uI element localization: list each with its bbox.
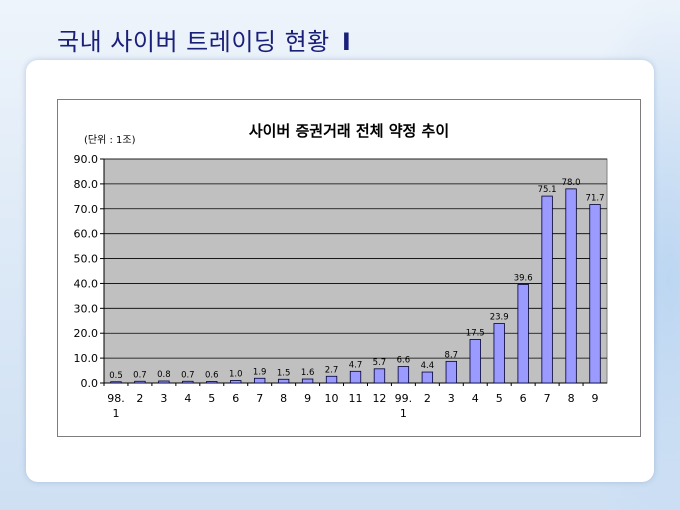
content-panel: 사이버 증권거래 전체 약정 추이 (단위 : 1조) 0.0 10.0 20.0 30.… bbox=[26, 60, 654, 482]
bar bbox=[349, 370, 362, 384]
bar bbox=[541, 195, 553, 384]
bar bbox=[397, 366, 410, 384]
data-label: 1.5 bbox=[277, 368, 291, 378]
data-label: 4.7 bbox=[349, 360, 363, 370]
y-tick-label: 30.0 bbox=[74, 302, 99, 315]
bar bbox=[254, 377, 266, 384]
bar bbox=[230, 380, 242, 384]
data-label: 6.6 bbox=[397, 356, 411, 366]
chart-title: 사이버 증권거래 전체 약정 추이 bbox=[249, 122, 449, 140]
x-tick-label: 6 bbox=[520, 392, 527, 405]
bar-chart: 사이버 증권거래 전체 약정 추이(단위 : 1조)0.010.020.030.… bbox=[74, 122, 608, 420]
data-label: 1.6 bbox=[301, 368, 315, 378]
data-label: 0.8 bbox=[157, 370, 171, 380]
data-label: 23.9 bbox=[490, 313, 509, 323]
chart-area: 사이버 증권거래 전체 약정 추이 (단위 : 1조) 0.0 10.0 20.0 30.… bbox=[57, 99, 641, 437]
y-tick-label: 0.0 bbox=[81, 377, 99, 390]
x-tick-label: 9 bbox=[592, 392, 599, 405]
bar bbox=[206, 381, 218, 384]
x-tick-label: 3 bbox=[448, 392, 455, 405]
bar bbox=[469, 339, 481, 384]
unit-label: (단위 : 1조) bbox=[84, 133, 136, 146]
data-label: 1.0 bbox=[229, 370, 243, 380]
bar bbox=[493, 323, 505, 384]
data-label: 2.7 bbox=[325, 365, 339, 375]
y-tick-label: 80.0 bbox=[74, 178, 99, 191]
bar bbox=[589, 204, 601, 384]
bar bbox=[373, 368, 386, 384]
bar bbox=[325, 375, 338, 384]
x-tick-label: 9 bbox=[304, 392, 311, 405]
slide-title: 국내 사이버 트레이딩 현황 I bbox=[57, 22, 351, 57]
slide-title-text: 국내 사이버 트레이딩 현황 bbox=[57, 28, 330, 56]
bar bbox=[445, 360, 457, 384]
data-label: 5.7 bbox=[373, 358, 387, 368]
x-tick-label: 11 bbox=[349, 392, 363, 405]
data-label: 0.6 bbox=[205, 371, 219, 381]
x-tick-label: 8 bbox=[280, 392, 287, 405]
x-tick-label: 12 bbox=[372, 392, 386, 405]
bar bbox=[134, 380, 146, 384]
data-label: 0.7 bbox=[181, 370, 195, 380]
y-tick-label: 50.0 bbox=[74, 253, 99, 266]
bar bbox=[301, 378, 314, 384]
data-label: 0.7 bbox=[133, 370, 147, 380]
y-tick-label: 90.0 bbox=[74, 153, 99, 166]
data-label: 17.5 bbox=[466, 328, 485, 338]
x-tick-label: 10 bbox=[325, 392, 339, 405]
x-tick-label: 5 bbox=[208, 392, 215, 405]
x-tick-label: 4 bbox=[184, 392, 191, 405]
data-label: 75.1 bbox=[538, 185, 557, 195]
y-tick-label: 20.0 bbox=[74, 327, 99, 340]
x-tick-label: 5 bbox=[496, 392, 503, 405]
x-tick-label: 7 bbox=[256, 392, 263, 405]
data-label: 8.7 bbox=[445, 350, 459, 360]
x-tick-label: 3 bbox=[160, 392, 167, 405]
slide-title-suffix: I bbox=[341, 28, 352, 56]
x-tick-label: 98. bbox=[107, 392, 125, 405]
x-tick-label: 1 bbox=[400, 407, 407, 420]
bar bbox=[158, 380, 170, 384]
y-tick-label: 10.0 bbox=[74, 352, 99, 365]
x-tick-label: 8 bbox=[568, 392, 575, 405]
bar bbox=[565, 188, 577, 384]
x-tick-label: 2 bbox=[424, 392, 431, 405]
data-label: 39.6 bbox=[514, 273, 533, 283]
x-tick-label: 2 bbox=[136, 392, 143, 405]
data-label: 0.5 bbox=[109, 371, 123, 381]
y-tick-label: 60.0 bbox=[74, 228, 99, 241]
plot-background bbox=[103, 158, 608, 384]
data-label: 1.9 bbox=[253, 367, 267, 377]
bar bbox=[182, 380, 194, 384]
data-label: 4.4 bbox=[421, 361, 435, 371]
bar bbox=[421, 371, 434, 384]
x-tick-label: 7 bbox=[544, 392, 551, 405]
data-label: 71.7 bbox=[586, 194, 605, 204]
x-tick-label: 99. bbox=[395, 392, 413, 405]
x-tick-label: 6 bbox=[232, 392, 239, 405]
y-tick-label: 70.0 bbox=[74, 203, 99, 216]
bar bbox=[277, 378, 290, 384]
data-label: 78.0 bbox=[562, 178, 581, 188]
bar bbox=[110, 381, 122, 384]
bar bbox=[517, 284, 529, 384]
x-tick-label: 4 bbox=[472, 392, 479, 405]
y-tick-label: 40.0 bbox=[74, 277, 99, 290]
x-tick-label: 1 bbox=[112, 407, 119, 420]
